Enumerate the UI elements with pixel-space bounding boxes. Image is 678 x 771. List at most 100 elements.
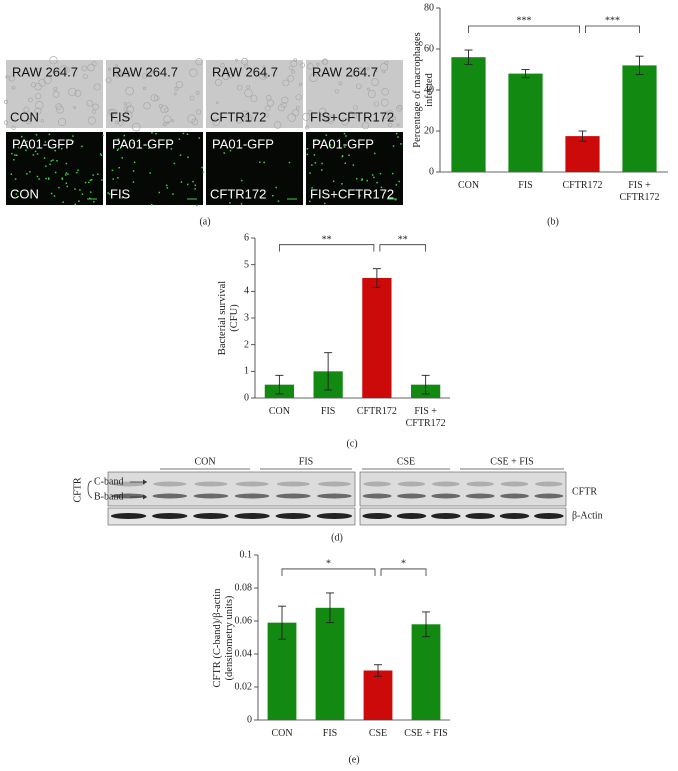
gfp-signal [50,160,53,162]
gfp-signal [65,182,68,185]
significance-bracket [468,25,580,34]
cell-texture [195,58,203,66]
gfp-signal [99,153,102,155]
gfp-signal [15,193,18,195]
error-bar [324,352,333,391]
gfp-signal [259,196,261,198]
gfp-signal [229,202,231,204]
cell-texture [356,83,362,90]
x-tick-label: FIS + CFTR172 [405,406,446,429]
cell-texture [245,116,253,123]
y-tick-label: 40 [424,84,434,96]
gfp-signal [132,142,134,144]
significance-label: ** [321,233,332,245]
cell-texture [299,62,305,68]
error-bar [275,374,284,395]
significance-label: * [326,558,331,570]
gfp-signal [398,180,400,183]
gfp-signal [397,136,399,138]
gfp-signal [324,202,326,205]
cell-texture [287,113,297,122]
c-band [276,481,310,487]
condition-label: CFTR172 [210,109,267,125]
cell-texture [214,79,222,87]
gfp-signal [29,171,31,173]
b-band [397,493,426,499]
gfp-signal [17,146,20,149]
cell-texture [49,56,58,65]
cell-texture [189,95,195,101]
gfp-signal [81,193,84,195]
image-label: PA01-GFP [312,136,374,152]
actin-band [431,513,461,519]
gfp-signal [223,152,225,154]
gfp-signal [16,154,18,156]
error-bar [278,605,286,640]
cell-texture [338,81,343,86]
gfp-signal [376,181,378,184]
cell-texture [397,104,403,110]
cell-texture [11,85,16,90]
cell-texture [8,75,15,82]
panel-caption: (d) [331,532,343,544]
band-label: B-band [94,491,124,503]
c-band [500,481,529,487]
gfp-signal [167,143,169,145]
cell-texture [382,70,386,74]
cell-texture [56,105,65,114]
cell-texture [163,115,172,124]
y-tick-label: 1 [244,365,249,377]
cell-texture [287,74,295,82]
cell-texture [11,125,16,130]
gfp-signal [132,181,135,183]
gfp-signal [13,158,15,161]
gfp-signal [165,184,168,187]
actin-band [362,513,392,519]
cell-texture [126,105,135,114]
cell-texture [242,110,249,118]
y-axis-label: Bacterial survival (CFU) [216,280,240,356]
cell-texture [126,102,132,108]
gfp-signal [11,152,13,155]
cell-texture [160,105,169,114]
brightfield-image [306,60,403,128]
gfp-signal [45,165,47,167]
gfp-signal [341,155,344,158]
cell-texture [334,88,340,94]
gfp-signal [78,200,80,202]
c-band [466,481,494,487]
gfp-signal [38,178,40,180]
significance-bracket [379,244,427,252]
bar [622,65,657,172]
condition-label: CON [10,109,39,125]
cell-texture [38,78,46,87]
cell-texture [53,86,58,91]
significance-bracket [585,25,640,34]
cell-texture [3,120,9,125]
image-label: RAW 264.7 [112,64,178,80]
gfp-signal [81,145,83,148]
significance-label: * [401,558,406,570]
image-label: PA01-GFP [212,136,274,152]
cell-texture [117,120,124,126]
cell-texture [381,88,389,96]
image-label: PA01-GFP [12,136,74,152]
bar [315,607,345,720]
gfp-signal [93,201,95,203]
error-bar [635,55,644,76]
cell-texture [280,101,287,109]
gfp-signal [321,162,323,165]
bar [363,670,393,720]
gfp-signal [36,153,39,155]
gfp-signal [90,179,93,181]
gfp-signal [187,156,189,159]
gfp-signal [186,133,189,135]
significance-label: ** [397,233,408,245]
c-band [432,481,460,487]
cell-texture [293,58,298,62]
actin-band [534,513,564,519]
gfp-signal [356,177,358,180]
cell-texture [25,118,32,125]
cell-texture [131,122,141,132]
